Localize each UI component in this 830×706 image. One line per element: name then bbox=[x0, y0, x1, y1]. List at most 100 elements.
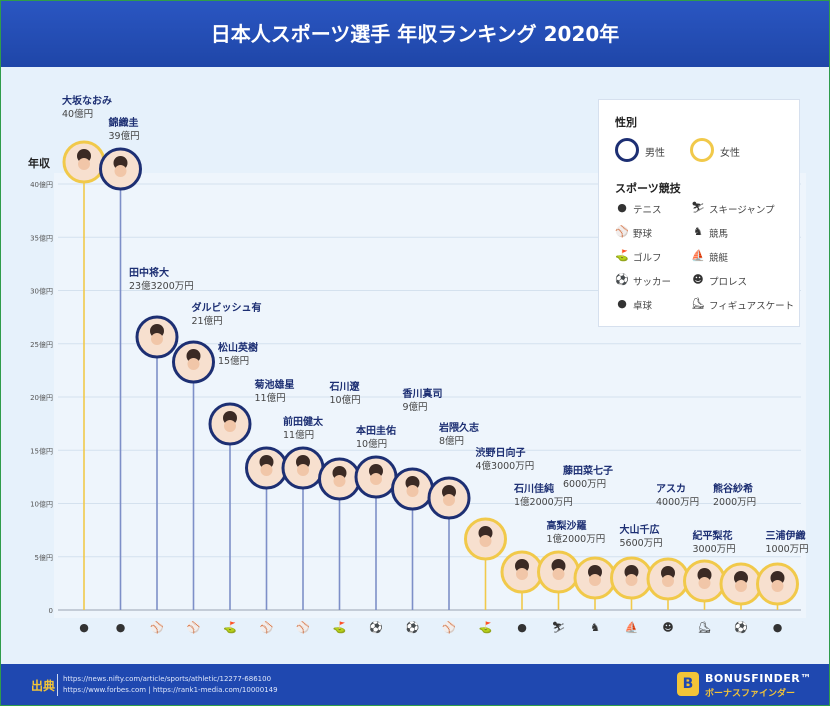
avatar-face bbox=[260, 464, 273, 476]
legend-sport-label: テニス bbox=[633, 205, 662, 216]
chart-title: 日本人スポーツ選手 年収ランキング 2020年 bbox=[210, 22, 620, 46]
y-tick-label: 0 bbox=[49, 607, 53, 615]
brand-name: BONUSFINDER™ bbox=[705, 672, 812, 685]
female-legend-ring bbox=[690, 138, 714, 162]
athlete-amount: 10億円 bbox=[356, 438, 387, 450]
avatar-face bbox=[771, 580, 784, 592]
athlete-name: 前田健太 bbox=[283, 415, 324, 428]
avatar-face bbox=[333, 475, 346, 487]
ski-jump-icon: ⛷ bbox=[691, 201, 705, 214]
legend-sport-label: サッカー bbox=[633, 277, 672, 288]
athlete-name: 藤田菜七子 bbox=[563, 464, 613, 477]
avatar-face bbox=[589, 574, 601, 586]
athlete-amount: 1億2000万円 bbox=[514, 496, 573, 508]
y-tick-label: 15億円 bbox=[30, 446, 53, 455]
athlete-name: 田中将大 bbox=[129, 266, 169, 279]
golf-flag-icon: ⛳ bbox=[333, 621, 347, 634]
legend-sport-label: 競馬 bbox=[709, 229, 729, 240]
athlete-amount: 11億円 bbox=[283, 429, 314, 441]
table-tennis-icon: ● bbox=[617, 297, 627, 310]
source-label: 出典 bbox=[31, 679, 56, 693]
athlete-name: 大山千広 bbox=[620, 523, 660, 536]
athlete-amount: 15億円 bbox=[218, 355, 249, 367]
brand-subtitle: ボーナスファインダー bbox=[705, 689, 796, 699]
athlete-amount: 4000万円 bbox=[656, 497, 699, 508]
avatar-face bbox=[187, 358, 200, 370]
table-tennis-icon: ● bbox=[773, 621, 783, 634]
legend-sport-label: 野球 bbox=[633, 229, 653, 240]
y-tick-label: 35億円 bbox=[30, 233, 53, 242]
y-tick-label: 30億円 bbox=[30, 287, 53, 296]
legend-gender-title: 性別 bbox=[615, 116, 637, 129]
y-tick-label: 25億円 bbox=[30, 340, 53, 349]
ski-jump-icon: ⛷ bbox=[552, 621, 566, 634]
golf-flag-icon: ⛳ bbox=[615, 249, 629, 262]
athlete-name: ダルビッシュ有 bbox=[192, 301, 262, 314]
athlete-amount: 21億円 bbox=[192, 315, 223, 327]
athlete-amount: 10億円 bbox=[330, 394, 361, 406]
athlete-name: 三浦伊織 bbox=[766, 529, 806, 542]
horse-icon: ♞ bbox=[590, 621, 600, 634]
athlete-amount: 23億3200万円 bbox=[129, 280, 194, 292]
avatar-face bbox=[406, 485, 419, 497]
athlete-name: 石川佳純 bbox=[513, 482, 554, 495]
athlete-name: アスカ bbox=[656, 483, 686, 495]
athlete-name: 石川遼 bbox=[329, 380, 361, 393]
athlete-amount: 5600万円 bbox=[620, 538, 663, 549]
brand-logo: B BONUSFINDER™ ボーナスファインダー bbox=[677, 671, 811, 699]
athlete-amount: 8億円 bbox=[439, 435, 464, 447]
wrestling-mask-icon: ☻ bbox=[662, 621, 673, 634]
athlete-amount: 11億円 bbox=[255, 392, 286, 404]
golf-flag-icon: ⛳ bbox=[479, 621, 493, 634]
athlete-amount: 9億円 bbox=[403, 401, 428, 413]
boat-icon: ⛵ bbox=[625, 621, 639, 634]
athlete-name: 大坂なおみ bbox=[62, 94, 112, 107]
athlete-amount: 1000万円 bbox=[766, 544, 809, 555]
source-url-1: https://news.nifty.com/article/sports/at… bbox=[63, 675, 272, 683]
avatar-face bbox=[625, 574, 638, 586]
athlete-amount: 2000万円 bbox=[713, 497, 756, 508]
boat-icon: ⛵ bbox=[691, 249, 705, 262]
soccer-ball-icon: ⚽ bbox=[733, 621, 748, 634]
source-url-2: https://www.forbes.com | https://rank1-m… bbox=[63, 686, 278, 694]
legend-sports-title: スポーツ競技 bbox=[615, 182, 681, 195]
brand-b-icon: B bbox=[677, 672, 699, 696]
athlete-name: 紀平梨花 bbox=[693, 529, 733, 542]
athlete-name: 本田圭佑 bbox=[356, 424, 396, 437]
golf-flag-icon: ⛳ bbox=[223, 621, 237, 634]
footer-bar: 出典 https://news.nifty.com/article/sports… bbox=[1, 664, 829, 705]
legend-sport-label: フィギュアスケート bbox=[709, 301, 795, 312]
avatar-face bbox=[151, 333, 163, 345]
avatar-face bbox=[552, 568, 565, 580]
female-legend-label: 女性 bbox=[720, 148, 740, 159]
avatar-face bbox=[224, 420, 236, 432]
header-bar: 日本人スポーツ選手 年収ランキング 2020年 bbox=[1, 1, 829, 67]
baseball-bat-icon: ⚾ bbox=[615, 225, 629, 238]
athlete-amount: 40億円 bbox=[62, 108, 93, 120]
athlete-name: 香川真司 bbox=[403, 387, 443, 400]
soccer-ball-icon: ⚽ bbox=[368, 621, 383, 634]
athlete-name: 岩隈久志 bbox=[438, 421, 479, 434]
legend-sport-label: プロレス bbox=[709, 277, 748, 288]
y-tick-label: 5億円 bbox=[35, 553, 53, 562]
tennis-ball-icon: ● bbox=[79, 621, 89, 634]
athlete-amount: 3000万円 bbox=[693, 544, 736, 555]
soccer-ball-icon: ⚽ bbox=[615, 273, 629, 286]
skate-icon: ⛸ bbox=[691, 297, 705, 310]
legend-sport-label: ゴルフ bbox=[633, 253, 662, 264]
baseball-bat-icon: ⚾ bbox=[186, 620, 201, 634]
baseball-bat-icon: ⚾ bbox=[441, 620, 456, 634]
y-axis-title: 年収 bbox=[28, 156, 51, 170]
legend-sport-label: スキージャンプ bbox=[709, 205, 775, 216]
athlete-name: 松山英樹 bbox=[218, 341, 258, 354]
avatar-face bbox=[698, 577, 711, 589]
legend-box: 性別 男性 女性 スポーツ競技 ● テニス ⛷ スキージャンプ ⚾ 野球 ♞ 競馬 ⛳ ゴルフ ⛵ 競… bbox=[598, 99, 800, 327]
baseball-bat-icon: ⚾ bbox=[295, 620, 310, 634]
athlete-amount: 1億2000万円 bbox=[547, 533, 606, 545]
horse-icon: ♞ bbox=[693, 225, 703, 238]
wrestling-mask-icon: ☻ bbox=[692, 273, 704, 286]
avatar-face bbox=[114, 165, 127, 177]
male-legend-label: 男性 bbox=[645, 148, 665, 159]
y-tick-label: 10億円 bbox=[30, 500, 53, 509]
